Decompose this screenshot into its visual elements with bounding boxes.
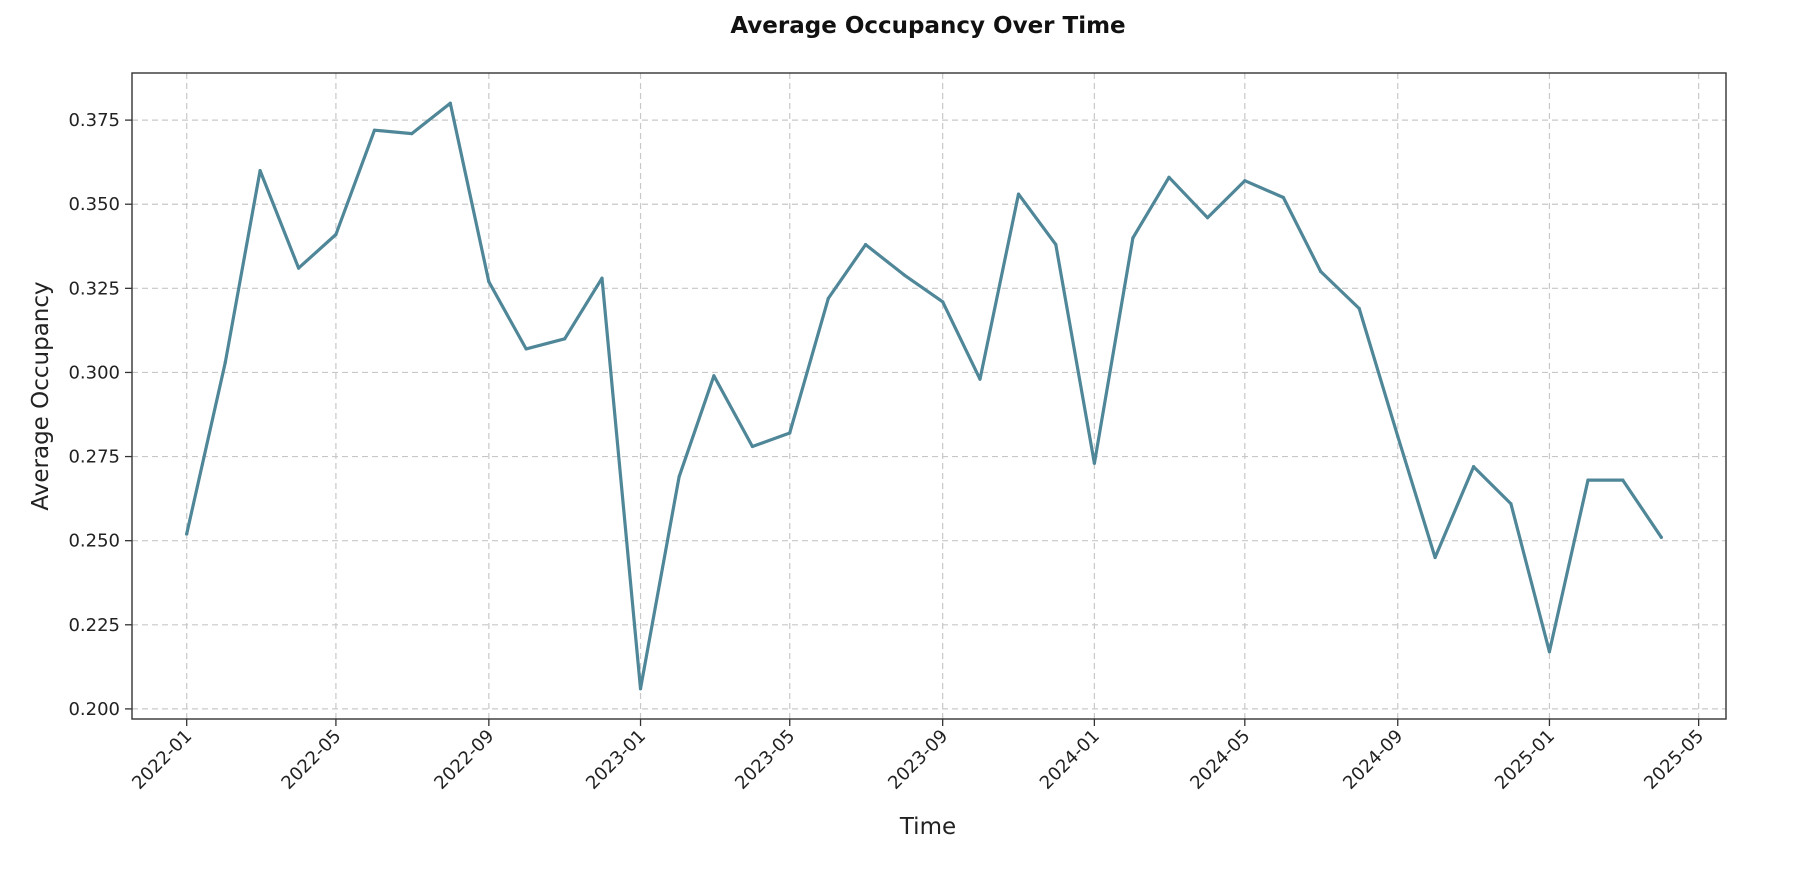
y-tick-label: 0.200 [68,699,120,720]
x-tick-label: 2024-05 [1186,726,1254,794]
x-tick-label: 2023-05 [731,726,799,794]
y-tick-label: 0.350 [68,194,120,215]
plot-frame [131,72,1727,720]
data-point [600,276,604,280]
data-point [788,431,792,435]
x-tick-label: 2022-05 [277,726,345,794]
y-axis-label: Average Occupancy [28,281,54,510]
x-tick-label: 2025-05 [1640,726,1708,794]
data-point [1319,269,1323,274]
data-point [638,687,643,691]
data-point [1396,434,1400,438]
data-point [750,444,755,449]
y-tick-label: 0.225 [68,615,120,636]
data-point [1586,478,1590,482]
y-tick-label: 0.275 [68,447,120,468]
data-point [677,475,681,479]
data-point [372,128,377,132]
data-point [1016,192,1021,196]
data-point [902,273,906,277]
data-point [1357,306,1361,311]
x-tick-label: 2022-01 [128,726,196,794]
y-tick-label: 0.250 [68,531,120,552]
data-point [863,242,868,247]
data-point [1131,236,1135,240]
data-point [1167,175,1171,179]
series-layer [185,101,1663,691]
data-point [941,300,945,304]
data-point [712,374,716,378]
data-point [185,532,189,536]
x-tick-label: 2024-09 [1339,726,1407,794]
y-tick-label: 0.325 [68,278,120,299]
data-point [410,131,414,136]
x-tick-label: 2022-09 [430,726,498,794]
x-tick-label: 2023-09 [884,726,952,794]
data-point [258,168,262,173]
data-point [1243,179,1247,183]
x-axis-label: Time [899,814,956,840]
y-axis: 0.200 0.225 0.250 0.275 0.300 0.325 0.350 0.375 [68,110,132,720]
x-tick-label: 2024-01 [1036,726,1104,794]
data-point [448,101,452,105]
data-point [223,360,227,364]
data-point [1281,195,1285,200]
data-point [524,347,528,351]
x-tick-label: 2023-01 [582,726,650,794]
data-point [334,232,338,237]
data-point [978,377,982,381]
y-tick-label: 0.375 [68,110,120,131]
data-point [1509,502,1513,506]
data-point [487,280,491,284]
data-point [1433,555,1437,560]
grid-layer [132,73,1726,719]
data-point [563,337,567,341]
data-point [1092,461,1096,465]
y-tick-label: 0.300 [68,362,120,383]
series-line [185,101,1663,691]
data-point [1205,216,1210,220]
data-point [1547,650,1552,654]
chart-title: Average Occupancy Over Time [730,13,1125,39]
data-point [1471,465,1476,469]
x-tick-label: 2025-01 [1491,726,1559,794]
data-point [1621,478,1625,482]
x-axis: 2022-01 2022-05 2022-09 2023-01 2023-05 2023-… [128,719,1708,794]
data-point [826,296,830,301]
data-point [1054,242,1058,247]
data-point [1659,535,1663,539]
data-point [297,266,301,270]
